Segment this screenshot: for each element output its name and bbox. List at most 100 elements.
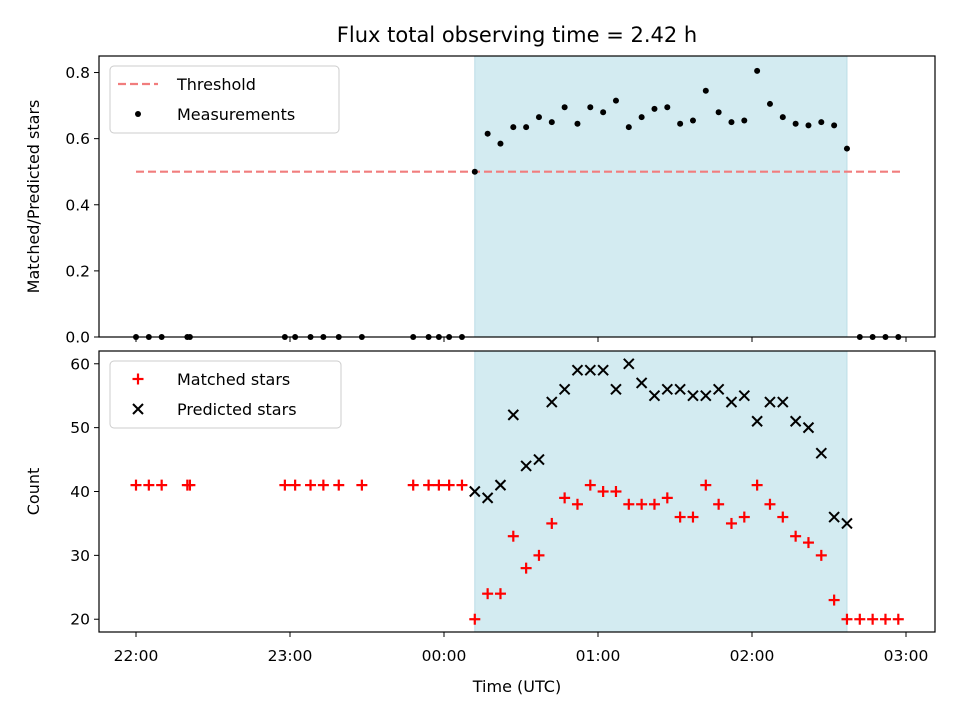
measurement-point: [702, 87, 709, 94]
matched-star-point: [648, 498, 660, 510]
x-tick-label: 01:00: [576, 647, 621, 665]
matched-star-point: [661, 492, 673, 504]
y-tick-label: 40: [70, 483, 90, 501]
predicted-star-point: [828, 511, 840, 523]
matched-star-point: [184, 479, 196, 491]
y-tick-label: 60: [70, 355, 90, 373]
legend-box: [109, 360, 342, 429]
y-axis-label: Count: [24, 468, 43, 516]
predicted-star-point: [712, 383, 725, 396]
matched-star-point: [407, 479, 419, 491]
x-tick-label: 22:00: [114, 647, 159, 665]
matched-star-point: [610, 486, 622, 497]
legend-entry-label: Predicted stars: [177, 400, 297, 419]
measurement-point: [612, 97, 619, 104]
measurement-point: [754, 67, 761, 74]
matched-star-point: [879, 613, 891, 625]
measurement-point: [728, 119, 735, 126]
y-tick-label: 0.8: [65, 64, 90, 82]
measurement-point: [664, 104, 671, 111]
measurement-point: [677, 120, 684, 127]
chart-title: Flux total observing time = 2.42 h: [337, 23, 697, 47]
x-tick-label: 03:00: [884, 647, 929, 665]
matched-star-point: [738, 511, 750, 523]
matched-star-point: [130, 479, 142, 491]
shaded-observing-window-2: [474, 350, 848, 633]
predicted-star-point: [648, 389, 661, 402]
matched-star-point: [317, 479, 329, 491]
matched-star-point: [289, 479, 301, 491]
measurement-point: [741, 117, 748, 124]
measurement-point: [651, 105, 658, 112]
predicted-star-point: [802, 421, 815, 434]
measurement-point: [805, 122, 812, 129]
predicted-star-point: [584, 364, 597, 376]
measurement-point: [843, 145, 850, 152]
matched-star-point: [305, 479, 317, 491]
matched-star-point: [867, 613, 879, 625]
measurement-point: [625, 124, 632, 131]
legend-matched-symbol: [132, 373, 144, 385]
y-axis-label: Matched/Predicted stars: [24, 100, 43, 294]
matched-star-point: [674, 511, 686, 523]
measurement-point: [535, 114, 542, 121]
matched-star-point: [156, 479, 168, 491]
matched-star-point: [482, 588, 494, 600]
measurement-point: [471, 168, 478, 175]
measurement-point: [523, 124, 530, 131]
shaded-observing-window-1: [474, 55, 848, 338]
measurement-point: [574, 120, 581, 127]
predicted-star-point: [494, 479, 507, 491]
matched-star-point: [279, 479, 291, 491]
predicted-star-point: [635, 377, 648, 389]
y-tick-label: 20: [70, 611, 90, 629]
matched-star-point: [841, 613, 853, 625]
legend-entry-label: Measurements: [177, 105, 295, 124]
matched-star-point: [533, 549, 545, 561]
legend-measurement-symbol: [135, 111, 141, 117]
legend-entry-label: Matched stars: [177, 370, 290, 389]
matched-star-point: [546, 517, 558, 529]
x-axis-label: Time (UTC): [472, 677, 561, 696]
predicted-star-point: [546, 396, 558, 408]
measurement-point: [766, 100, 773, 107]
predicted-star-point: [481, 492, 494, 504]
matched-star-point: [713, 498, 725, 510]
measurement-point: [689, 117, 696, 124]
predicted-star-point: [610, 383, 622, 396]
matched-star-point: [571, 498, 583, 510]
axes-frame-1: [98, 55, 936, 338]
matched-star-point: [443, 479, 455, 491]
matched-star-point: [559, 492, 571, 504]
predicted-star-point: [725, 396, 738, 408]
matched-star-point: [751, 479, 763, 491]
y-tick-label: 50: [70, 419, 90, 437]
measurement-point: [715, 109, 722, 116]
measurement-point: [792, 120, 799, 127]
matched-star-point: [520, 562, 532, 574]
matched-star-point: [790, 530, 802, 542]
predicted-star-point: [469, 485, 481, 498]
legend-1: Threshold Measurements: [109, 65, 340, 134]
matched-star-point: [143, 479, 155, 491]
matched-star-point: [815, 549, 827, 561]
legend-box: [109, 65, 340, 134]
predicted-star-point: [520, 460, 532, 472]
y-tick-label: 0.4: [65, 196, 90, 214]
matched-star-point: [892, 613, 904, 625]
matched-star-point: [854, 613, 866, 625]
y-tick-label: 0.2: [65, 262, 90, 280]
predicted-star-point: [674, 383, 686, 396]
predicted-star-point: [533, 453, 545, 466]
matched-star-point: [333, 479, 345, 491]
measurement-point: [510, 124, 517, 131]
matched-star-point: [494, 588, 506, 600]
predicted-star-point: [789, 415, 802, 427]
matched-star-point: [356, 479, 368, 491]
matched-star-point: [584, 479, 596, 491]
legend-predicted-symbol: [132, 403, 144, 415]
matched-star-point: [802, 537, 814, 549]
measurement-point: [600, 109, 607, 116]
predicted-star-point: [700, 389, 712, 402]
